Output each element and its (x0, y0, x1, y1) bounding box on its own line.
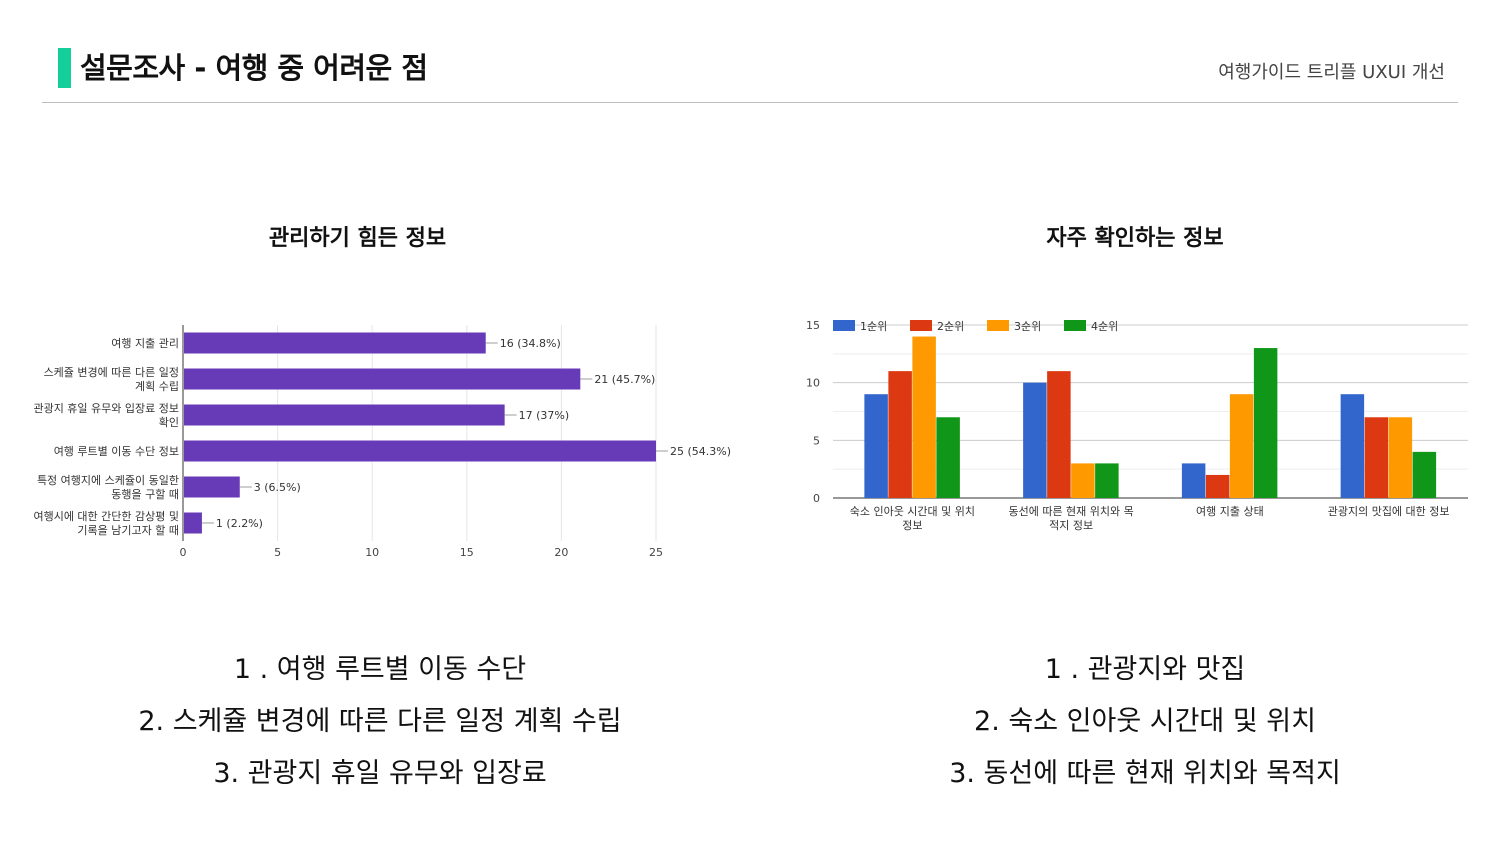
y-tick-label: 10 (806, 377, 820, 390)
category-label: 동선에 따른 현재 위치와 목 (1008, 505, 1133, 518)
bar-2순위 (1205, 474, 1230, 498)
bar-1순위 (1181, 463, 1206, 498)
x-tick-label: 20 (554, 546, 568, 559)
data-label: 16 (34.8%) (500, 337, 561, 350)
bar-3순위 (1071, 463, 1095, 498)
bar-2순위 (1047, 371, 1071, 498)
category-label: 여행시에 대한 간단한 감상평 및 (33, 510, 179, 523)
legend-label: 1순위 (860, 320, 887, 333)
legend-swatch (910, 320, 932, 331)
page-subtitle: 여행가이드 트리플 UXUI 개선 (1218, 62, 1445, 83)
x-tick-label: 0 (180, 546, 187, 559)
column-chart-title: 자주 확인하는 정보 (1046, 226, 1224, 251)
legend-swatch (1064, 320, 1086, 331)
bar-3순위 (912, 336, 936, 498)
left-finding-item: 1 . 여행 루트별 이동 수단 (233, 654, 527, 685)
y-tick-label: 15 (806, 319, 820, 332)
data-label: 21 (45.7%) (594, 373, 655, 386)
legend-label: 2순위 (937, 320, 964, 333)
bar-2순위 (888, 371, 912, 498)
data-label: 3 (6.5%) (254, 481, 301, 494)
right-finding-item: 3. 동선에 따른 현재 위치와 목적지 (949, 758, 1341, 789)
right-findings-list: 1 . 관광지와 맛집 2. 숙소 인아웃 시간대 및 위치 3. 동선에 따른… (800, 644, 1490, 800)
category-label: 기록을 남기고자 할 때 (77, 524, 179, 537)
y-tick-label: 5 (813, 434, 820, 447)
category-label: 관광지 휴일 유무와 입장료 정보 (33, 401, 179, 415)
left-findings-list: 1 . 여행 루트별 이동 수단 2. 스케쥴 변경에 따른 다른 일정 계획 … (30, 644, 730, 800)
category-label: 적지 정보 (1049, 519, 1093, 532)
category-label: 확인 (159, 416, 179, 429)
bar-1순위 (1340, 394, 1365, 498)
bar (184, 404, 505, 426)
legend-swatch (833, 320, 855, 331)
y-tick-label: 0 (813, 492, 820, 505)
data-label: 1 (2.2%) (216, 517, 263, 530)
category-label: 특정 여행지에 스케쥴이 동일한 (37, 473, 179, 487)
category-label: 여행 루트별 이동 수단 정보 (54, 445, 179, 458)
bar-4순위 (1095, 463, 1119, 498)
x-tick-label: 15 (460, 546, 474, 559)
bar-1순위 (864, 394, 888, 498)
category-label: 여행 지출 관리 (111, 337, 179, 350)
bar (184, 440, 656, 462)
category-label: 동행을 구할 때 (111, 488, 179, 501)
x-tick-label: 5 (274, 546, 281, 559)
bar-1순위 (1023, 382, 1047, 498)
bar-4순위 (1253, 348, 1278, 498)
hbar-chart-title: 관리하기 힘든 정보 (268, 226, 447, 251)
header-divider (42, 102, 1458, 103)
bar (184, 512, 202, 534)
bar (184, 332, 486, 354)
category-label: 정보 (902, 519, 922, 532)
bar (184, 368, 581, 390)
bar-3순위 (1229, 394, 1254, 498)
right-finding-item: 2. 숙소 인아웃 시간대 및 위치 (974, 706, 1316, 737)
x-tick-label: 10 (365, 546, 379, 559)
left-finding-item: 2. 스케쥴 변경에 따른 다른 일정 계획 수립 (138, 706, 622, 737)
header-accent-bar (58, 48, 71, 88)
bar-3순위 (1388, 417, 1413, 498)
bar-2순위 (1364, 417, 1389, 498)
legend-label: 3순위 (1014, 320, 1041, 333)
data-label: 25 (54.3%) (670, 445, 731, 458)
bar-4순위 (1412, 451, 1437, 498)
right-finding-item: 1 . 관광지와 맛집 (1044, 654, 1246, 685)
category-label: 계획 수립 (135, 380, 179, 393)
left-finding-item: 3. 관광지 휴일 유무와 입장료 (213, 758, 547, 789)
bar (184, 476, 240, 498)
category-label: 관광지의 맛집에 대한 정보 (1328, 505, 1450, 518)
category-label: 여행 지출 상태 (1196, 505, 1264, 518)
x-tick-label: 25 (649, 546, 663, 559)
legend-swatch (987, 320, 1009, 331)
data-label: 17 (37%) (519, 409, 570, 422)
category-label: 스케쥴 변경에 따른 다른 일정 (44, 365, 179, 379)
page-title: 설문조사 - 여행 중 어려운 점 (80, 51, 428, 85)
legend-label: 4순위 (1091, 320, 1118, 333)
bar-4순위 (936, 417, 960, 498)
category-label: 숙소 인아웃 시간대 및 위치 (850, 505, 975, 518)
